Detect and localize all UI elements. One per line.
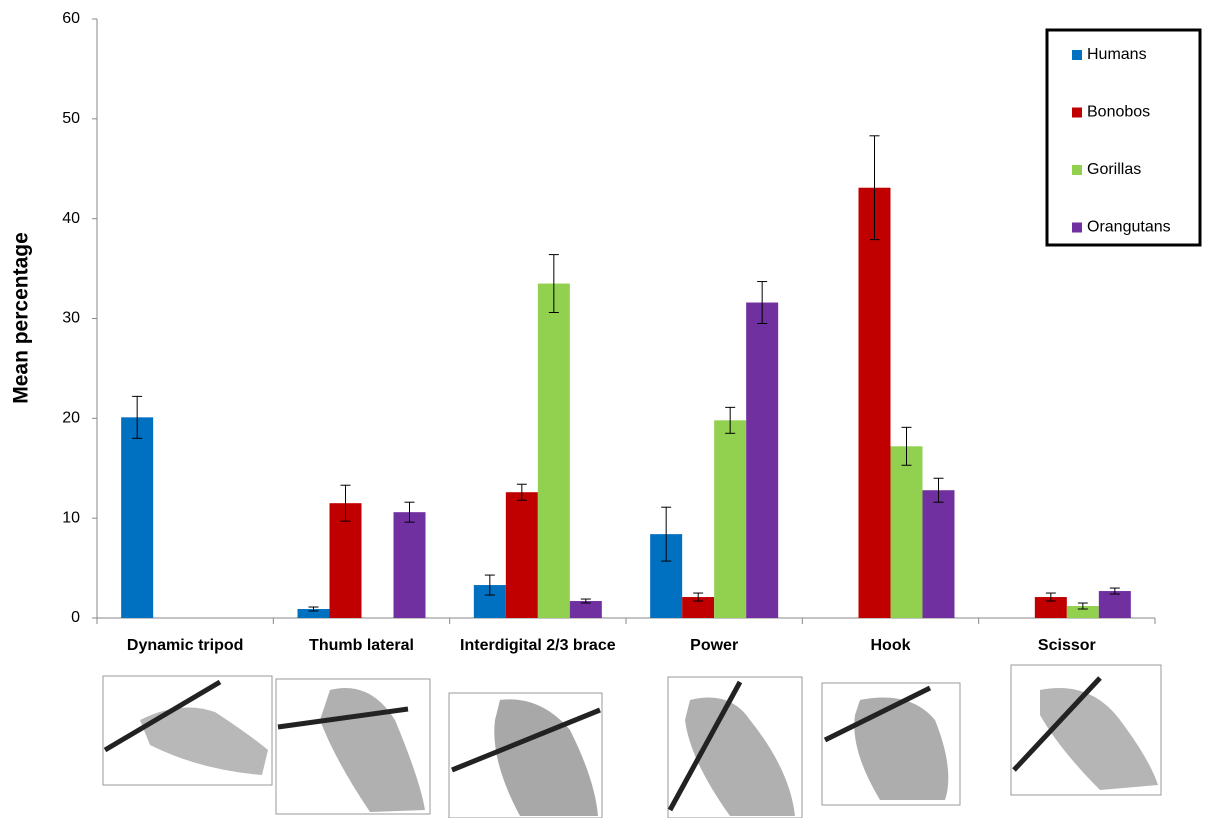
y-tick-label: 60 bbox=[62, 10, 80, 27]
error-bar bbox=[308, 606, 319, 612]
error-bar bbox=[933, 477, 944, 503]
bar bbox=[569, 601, 602, 618]
y-tick-label: 20 bbox=[62, 410, 80, 427]
error-bar bbox=[132, 395, 143, 439]
bar bbox=[537, 283, 570, 618]
x-tick-label: Scissor bbox=[1038, 637, 1096, 654]
x-tick-label: Power bbox=[690, 637, 738, 654]
photo bbox=[821, 682, 961, 806]
photo bbox=[448, 692, 603, 819]
photo bbox=[1010, 664, 1162, 796]
error-bar bbox=[1109, 587, 1120, 595]
legend-swatch bbox=[1072, 222, 1082, 233]
error-bar bbox=[725, 406, 736, 434]
error-bar bbox=[901, 426, 912, 466]
bar bbox=[1098, 591, 1131, 618]
x-tick-label: Interdigital 2/3 brace bbox=[460, 637, 616, 654]
y-tick-label: 30 bbox=[62, 310, 80, 327]
bar bbox=[505, 492, 538, 618]
legend-label: Orangutans bbox=[1087, 219, 1171, 236]
photo bbox=[102, 675, 273, 786]
bar bbox=[121, 417, 154, 618]
error-bar bbox=[1077, 602, 1088, 610]
error-bar bbox=[693, 592, 704, 602]
bar bbox=[1034, 597, 1067, 618]
y-tick-label: 50 bbox=[62, 110, 80, 127]
bar bbox=[890, 446, 923, 618]
error-bar bbox=[484, 574, 495, 596]
error-bar bbox=[340, 484, 351, 522]
error-bar bbox=[516, 483, 527, 501]
error-bar bbox=[404, 501, 415, 523]
legend-swatch bbox=[1072, 50, 1082, 60]
x-tick-label: Dynamic tripod bbox=[127, 637, 243, 654]
error-bar bbox=[661, 506, 672, 562]
y-tick-label: 0 bbox=[71, 609, 80, 626]
legend-swatch bbox=[1072, 165, 1082, 175]
bar bbox=[297, 609, 330, 618]
bar bbox=[858, 187, 891, 619]
grip-photos bbox=[102, 664, 1162, 819]
error-bar bbox=[1045, 592, 1056, 602]
bar bbox=[329, 503, 362, 618]
legend-label: Gorillas bbox=[1087, 161, 1141, 178]
legend-swatch bbox=[1072, 107, 1082, 118]
error-bar bbox=[869, 135, 880, 241]
bar bbox=[1066, 606, 1099, 618]
bar bbox=[393, 512, 426, 618]
error-bar bbox=[580, 598, 591, 604]
x-tick-label: Hook bbox=[871, 637, 911, 654]
y-tick-label: 40 bbox=[62, 210, 80, 227]
y-axis-label: Mean percentage bbox=[10, 232, 33, 404]
photo bbox=[275, 678, 431, 815]
error-bar bbox=[757, 281, 768, 324]
bar bbox=[746, 302, 779, 618]
legend-box bbox=[1045, 28, 1202, 247]
legend-label: Bonobos bbox=[1087, 104, 1150, 121]
x-tick-label: Thumb lateral bbox=[309, 637, 414, 654]
bar bbox=[714, 420, 747, 618]
y-tick-label: 10 bbox=[62, 509, 80, 526]
photo bbox=[667, 676, 803, 819]
bar bbox=[682, 597, 715, 618]
error-bar bbox=[548, 254, 559, 314]
bar bbox=[922, 490, 955, 618]
legend-label: Humans bbox=[1087, 46, 1147, 63]
